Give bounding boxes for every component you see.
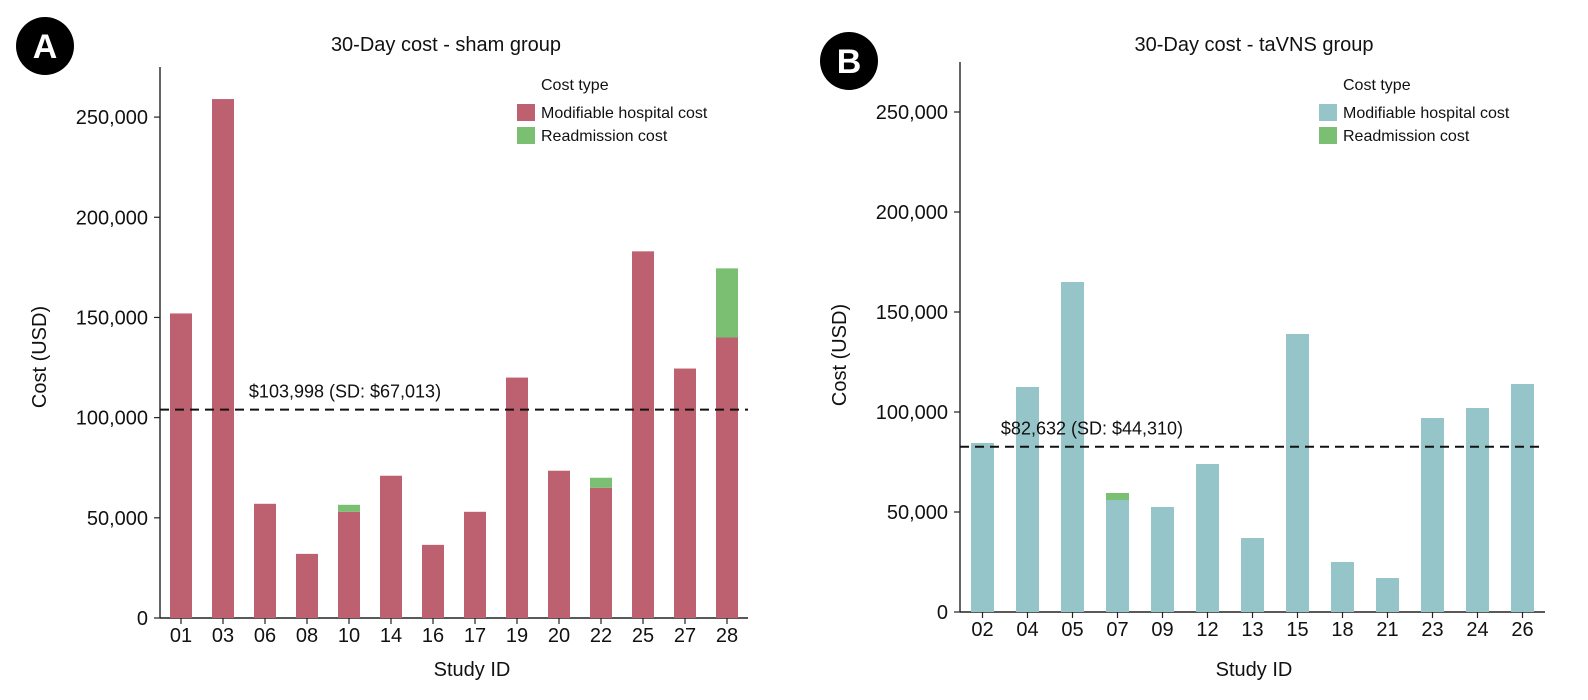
x-tick-label: 06	[254, 625, 276, 647]
bar-modifiable-cost	[1151, 507, 1174, 612]
y-tick-label: 100,000	[76, 408, 148, 430]
bar-readmission-cost	[590, 477, 612, 488]
mean-line-label: $82,632 (SD: $44,310)	[1001, 419, 1183, 439]
bar-modifiable-cost	[506, 377, 528, 618]
x-tick-label: 10	[338, 625, 360, 647]
bar-modifiable-cost	[674, 368, 696, 618]
y-tick-label: 100,000	[876, 402, 948, 424]
x-tick-label: 21	[1376, 619, 1398, 641]
bar-modifiable-cost	[1376, 578, 1399, 612]
x-tick-label: 24	[1466, 619, 1488, 641]
x-tick-label: 01	[170, 625, 192, 647]
x-tick-label: 13	[1241, 619, 1263, 641]
bar-modifiable-cost	[1241, 538, 1264, 612]
bar-modifiable-cost	[296, 553, 318, 618]
x-tick-label: 27	[674, 625, 696, 647]
y-axis-label-b: Cost (USD)	[829, 304, 851, 406]
legend-swatch-readmission-b	[1319, 127, 1337, 144]
bar-modifiable-cost	[716, 337, 738, 618]
y-tick-label: 200,000	[76, 207, 148, 229]
panel-b-letter: B	[837, 43, 862, 81]
bar-modifiable-cost	[1331, 562, 1354, 612]
legend-label-readmission-b: Readmission cost	[1343, 128, 1470, 145]
legend-title-b: Cost type	[1343, 77, 1411, 94]
y-tick-label: 50,000	[887, 502, 948, 524]
y-tick-label: 250,000	[76, 107, 148, 129]
x-tick-label: 04	[1016, 619, 1038, 641]
bar-modifiable-cost	[380, 475, 402, 618]
bar-modifiable-cost	[971, 443, 994, 612]
x-tick-label: 14	[380, 625, 402, 647]
x-tick-label: 25	[632, 625, 654, 647]
x-tick-label: 19	[506, 625, 528, 647]
x-tick-label: 17	[464, 625, 486, 647]
bar-modifiable-cost	[1511, 384, 1534, 612]
legend-label-modifiable-a: Modifiable hospital cost	[541, 105, 708, 122]
x-tick-label: 08	[296, 625, 318, 647]
y-tick-label: 0	[937, 602, 948, 624]
bar-modifiable-cost	[1196, 464, 1219, 612]
legend-swatch-modifiable-a	[517, 104, 535, 121]
bar-modifiable-cost	[1421, 418, 1444, 612]
legend-title-a: Cost type	[541, 77, 609, 94]
bar-modifiable-cost	[212, 99, 234, 619]
bar-readmission-cost	[716, 268, 738, 338]
bar-modifiable-cost	[632, 251, 654, 619]
panel-a-badge	[16, 17, 74, 75]
chart-panel-b: B 30-Day cost - taVNS group Study ID Cos…	[820, 32, 1545, 681]
bar-modifiable-cost	[1106, 500, 1129, 612]
x-tick-label: 20	[548, 625, 570, 647]
chart-panel-a: A 30-Day cost - sham group Study ID Cost…	[16, 17, 748, 681]
y-tick-label: 250,000	[876, 102, 948, 124]
panel-a-letter: A	[33, 28, 58, 66]
mean-line-label: $103,998 (SD: $67,013)	[249, 382, 441, 402]
y-tick-label: 0	[137, 608, 148, 630]
x-tick-label: 28	[716, 625, 738, 647]
bar-modifiable-cost	[464, 511, 486, 618]
x-tick-label: 23	[1421, 619, 1443, 641]
legend-label-modifiable-b: Modifiable hospital cost	[1343, 105, 1510, 122]
bar-modifiable-cost	[422, 544, 444, 618]
legend-swatch-modifiable-b	[1319, 104, 1337, 121]
x-axis-label-a: Study ID	[434, 659, 511, 681]
bar-readmission-cost	[1106, 493, 1129, 500]
bar-modifiable-cost	[1466, 408, 1489, 612]
x-tick-label: 18	[1331, 619, 1353, 641]
bar-readmission-cost	[338, 504, 360, 512]
y-tick-label: 50,000	[87, 508, 148, 530]
bar-modifiable-cost	[548, 470, 570, 618]
y-tick-label: 150,000	[876, 302, 948, 324]
bar-modifiable-cost	[1286, 334, 1309, 612]
x-tick-label: 05	[1061, 619, 1083, 641]
chart-title-a: 30-Day cost - sham group	[331, 34, 561, 56]
x-tick-label: 07	[1106, 619, 1128, 641]
x-tick-label: 16	[422, 625, 444, 647]
x-tick-label: 02	[971, 619, 993, 641]
x-tick-label: 09	[1151, 619, 1173, 641]
x-tick-label: 26	[1511, 619, 1533, 641]
legend-label-readmission-a: Readmission cost	[541, 128, 668, 145]
bar-modifiable-cost	[1016, 387, 1039, 612]
bar-modifiable-cost	[254, 503, 276, 618]
x-axis-label-b: Study ID	[1216, 659, 1293, 681]
bar-modifiable-cost	[590, 487, 612, 618]
bar-modifiable-cost	[338, 511, 360, 618]
legend-swatch-readmission-a	[517, 127, 535, 144]
x-tick-label: 15	[1286, 619, 1308, 641]
y-tick-label: 150,000	[76, 307, 148, 329]
y-tick-label: 200,000	[876, 202, 948, 224]
chart-title-b: 30-Day cost - taVNS group	[1135, 34, 1374, 56]
y-axis-label-a: Cost (USD)	[29, 306, 51, 408]
panel-b-badge	[820, 32, 878, 90]
x-tick-label: 22	[590, 625, 612, 647]
bar-modifiable-cost	[170, 313, 192, 618]
x-tick-label: 12	[1196, 619, 1218, 641]
x-tick-label: 03	[212, 625, 234, 647]
